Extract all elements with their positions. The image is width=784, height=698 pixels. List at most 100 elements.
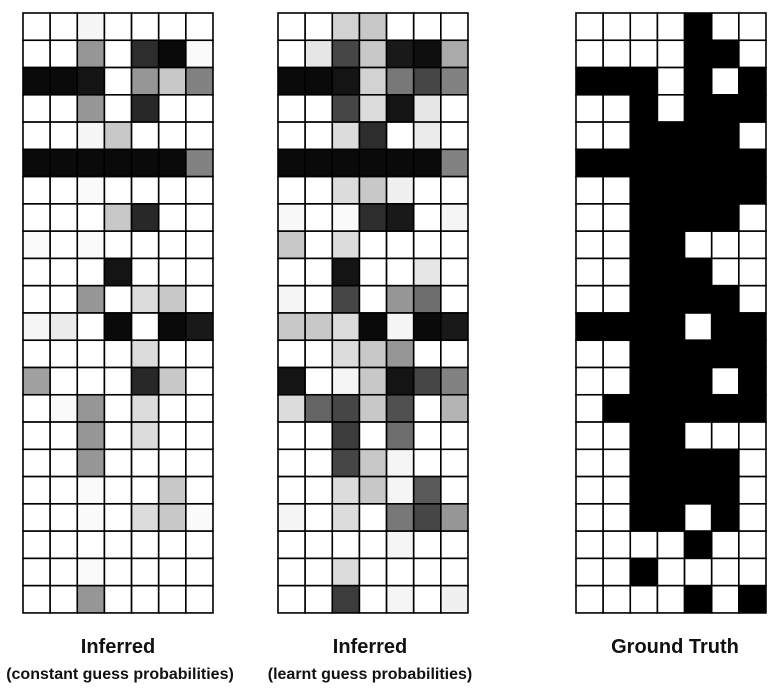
grid-cell <box>22 284 51 314</box>
grid-cell <box>304 12 334 42</box>
grid-cell <box>656 448 686 478</box>
grid-cell <box>412 12 442 42</box>
grid-cell <box>358 475 388 505</box>
grid-cell <box>49 257 79 287</box>
grid-cell <box>575 339 604 369</box>
grid-cell <box>76 94 106 123</box>
grid-cell <box>103 475 133 505</box>
grid-cell <box>683 148 713 178</box>
grid-cell <box>575 121 604 151</box>
grid-cell <box>602 530 632 560</box>
grid-cell <box>157 257 187 287</box>
grid-cell <box>683 284 713 314</box>
grid-cell <box>575 257 604 287</box>
grid-cell <box>157 284 187 314</box>
grid-cell <box>185 284 214 314</box>
grid-cell <box>49 148 79 178</box>
grid-cell <box>683 530 713 560</box>
grid-cell <box>629 393 659 423</box>
grid-cell <box>130 448 160 478</box>
grid-cell <box>738 312 767 342</box>
grid-cell <box>277 339 306 369</box>
grid-cell <box>602 312 632 342</box>
grid-cell <box>49 203 79 232</box>
grid-cell <box>331 12 361 42</box>
grid-cell <box>22 475 51 505</box>
grid-cell <box>385 230 415 260</box>
grid-cell <box>629 339 659 369</box>
grid-cell <box>76 148 106 178</box>
grid-cell <box>629 175 659 205</box>
grid-cell <box>602 584 632 614</box>
grid-cell <box>103 66 133 96</box>
grid-cell <box>656 503 686 532</box>
grid-cell <box>683 421 713 451</box>
grid-cell <box>157 94 187 123</box>
grid-cell <box>331 503 361 532</box>
grid-cell <box>738 175 767 205</box>
grid-cell <box>76 284 106 314</box>
grid-cell <box>629 530 659 560</box>
grid-cell <box>157 393 187 423</box>
grid-cell <box>49 284 79 314</box>
grid-cell <box>412 94 442 123</box>
grid-cell <box>331 230 361 260</box>
grid-cell <box>103 366 133 396</box>
grid-cell <box>304 66 334 96</box>
grid-cell <box>130 94 160 123</box>
grid-cell <box>22 503 51 532</box>
grid-cell <box>130 393 160 423</box>
grid-cell <box>130 203 160 232</box>
grid-cell <box>185 393 214 423</box>
grid-cell <box>331 475 361 505</box>
grid-cell <box>157 312 187 342</box>
grid-cell <box>683 339 713 369</box>
grid-cell <box>103 421 133 451</box>
grid-cell <box>602 175 632 205</box>
grid-cell <box>412 475 442 505</box>
grid-cell <box>304 557 334 587</box>
grid-cell <box>49 530 79 560</box>
grid-cell <box>385 393 415 423</box>
grid-cell <box>304 475 334 505</box>
grid-cell <box>76 175 106 205</box>
grid-cell <box>440 284 469 314</box>
grid-cell <box>738 203 767 232</box>
grid-cell <box>185 175 214 205</box>
grid-cell <box>683 448 713 478</box>
grid-cell <box>710 66 740 96</box>
grid-cell <box>602 148 632 178</box>
grid-cell <box>629 503 659 532</box>
grid-cell <box>738 475 767 505</box>
grid-cell <box>358 94 388 123</box>
grid-cell <box>629 448 659 478</box>
grid-cell <box>49 421 79 451</box>
ground-truth-grid <box>575 12 767 614</box>
grid-cell <box>130 175 160 205</box>
grid-cell <box>602 284 632 314</box>
grid-cell <box>710 584 740 614</box>
grid-cell <box>656 230 686 260</box>
grid-cell <box>22 94 51 123</box>
grid-cell <box>22 530 51 560</box>
grid-cell <box>157 66 187 96</box>
grid-cell <box>412 503 442 532</box>
grid-cell <box>76 39 106 69</box>
grid-cell <box>157 12 187 42</box>
grid-cell <box>385 557 415 587</box>
grid-cell <box>277 12 306 42</box>
grid-cell <box>358 148 388 178</box>
grid-cell <box>738 366 767 396</box>
grid-cell <box>629 39 659 69</box>
grid-cell <box>103 312 133 342</box>
grid-cell <box>385 421 415 451</box>
grid-cell <box>277 503 306 532</box>
grid-cell <box>304 421 334 451</box>
grid-cell <box>49 557 79 587</box>
grid-cell <box>683 39 713 69</box>
grid-cell <box>358 421 388 451</box>
grid-cell <box>103 39 133 69</box>
grid-cell <box>385 148 415 178</box>
grid-cell <box>130 339 160 369</box>
grid-cell <box>738 557 767 587</box>
